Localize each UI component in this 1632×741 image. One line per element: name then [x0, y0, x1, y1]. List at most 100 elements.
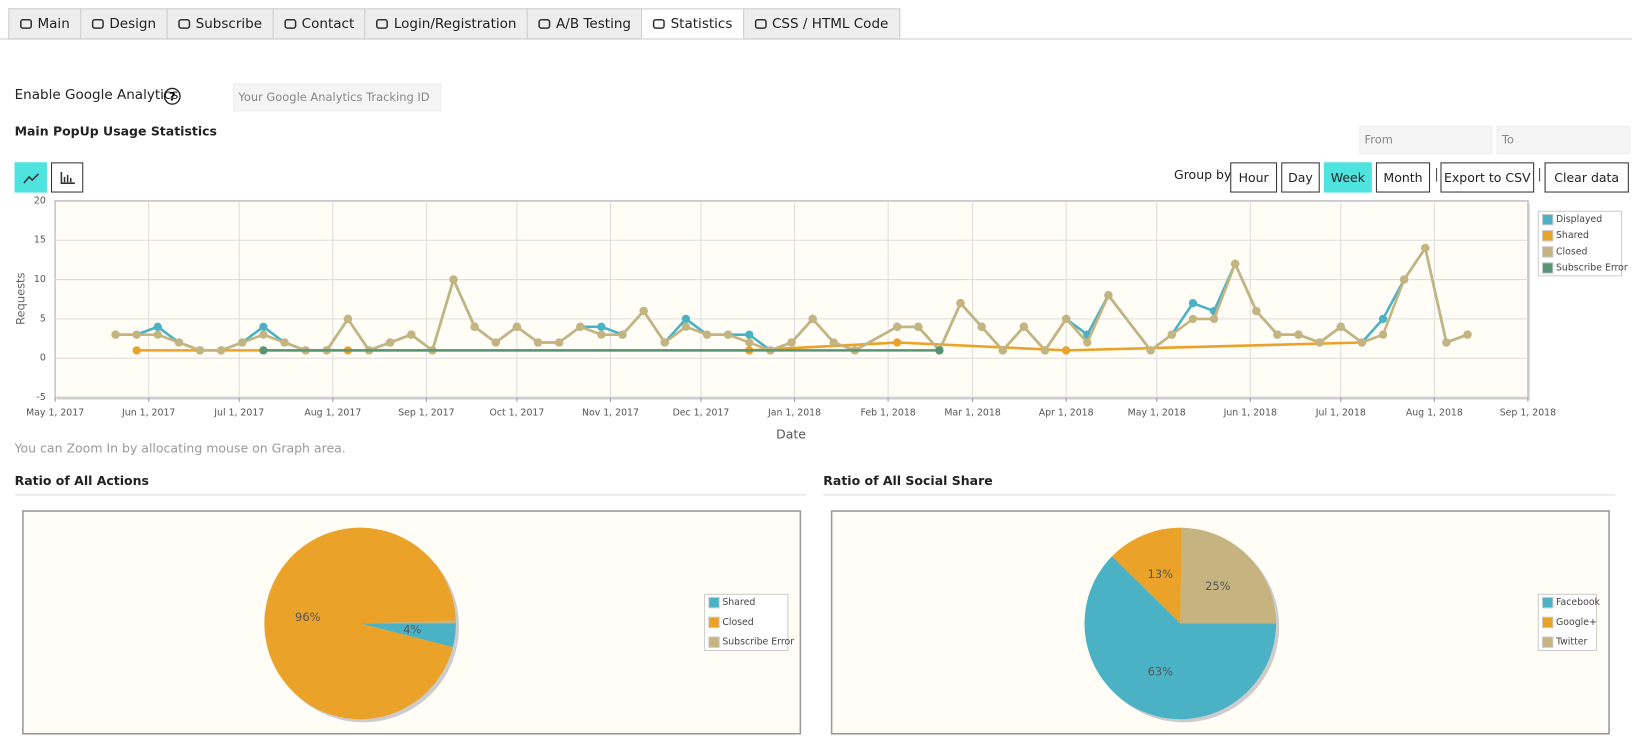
- tab[interactable]: Main: [8, 8, 81, 40]
- slice-label: 63%: [1148, 665, 1174, 679]
- tab-icon: [754, 18, 767, 29]
- group-by-label: Group by:: [1174, 167, 1235, 183]
- section-title: Main PopUp Usage Statistics: [14, 123, 217, 139]
- pie-slice: [1112, 527, 1182, 624]
- slice-label: 25%: [1205, 579, 1231, 593]
- tab-label: Statistics: [670, 16, 733, 32]
- legend-swatch: [1541, 246, 1554, 258]
- series-point: [1442, 338, 1451, 347]
- clear-button[interactable]: Clear data: [1544, 162, 1629, 193]
- series-point: [1399, 275, 1409, 284]
- x-axis-label: Date: [776, 427, 806, 442]
- tab-underline: [0, 38, 1632, 40]
- separator: |: [1434, 166, 1439, 183]
- slice-label: 96%: [295, 610, 321, 624]
- plot-area: [54, 200, 1529, 399]
- x-tick-label: Sep 1, 2017: [398, 408, 454, 419]
- series-point: [1061, 314, 1071, 324]
- x-tick-label: Mar 1, 2018: [944, 408, 1000, 419]
- tab[interactable]: Subscribe: [166, 8, 273, 40]
- pie-slice: [360, 620, 456, 624]
- y-tick-label: 5: [40, 313, 46, 324]
- group-by-button[interactable]: Month: [1375, 162, 1431, 193]
- y-tick-label: 20: [34, 195, 46, 206]
- legend-swatch: [1541, 596, 1554, 609]
- y-tick-label: -5: [36, 392, 45, 403]
- tracking-id-input[interactable]: Your Google Analytics Tracking ID: [233, 83, 442, 112]
- series-point: [618, 330, 627, 339]
- series-point: [153, 330, 162, 339]
- legend-swatch: [1541, 636, 1554, 648]
- legend-swatch: [1541, 262, 1554, 274]
- series-point: [745, 338, 754, 347]
- legend-label: Subscribe Error: [722, 637, 794, 648]
- series-point: [259, 330, 268, 339]
- series-point: [1209, 314, 1219, 324]
- tab-label: Login/Registration: [393, 16, 517, 32]
- series-point: [1378, 314, 1388, 324]
- series-point: [892, 322, 902, 331]
- x-tick-label: May 1, 2017: [26, 408, 84, 419]
- tab-label: A/B Testing: [556, 16, 632, 32]
- series-point: [1294, 330, 1303, 339]
- series-point: [597, 330, 606, 339]
- series-point: [914, 322, 923, 331]
- series-point: [1336, 322, 1345, 331]
- series-point: [1315, 338, 1324, 347]
- series-point: [111, 330, 120, 339]
- x-tick-label: Aug 1, 2017: [304, 408, 361, 419]
- tab[interactable]: A/B Testing: [526, 8, 642, 40]
- legend-swatch: [708, 596, 720, 609]
- x-tick-label: Jun 1, 2017: [121, 408, 175, 419]
- tab[interactable]: Contact: [272, 8, 365, 40]
- series-point: [1357, 338, 1367, 347]
- y-tick-label: 10: [34, 274, 46, 285]
- series-point: [1040, 346, 1050, 355]
- tab-label: CSS / HTML Code: [771, 16, 889, 32]
- series-point: [216, 346, 226, 355]
- tab-icon: [91, 18, 104, 29]
- x-tick-label: May 1, 2018: [1128, 408, 1186, 419]
- series-point: [174, 338, 184, 347]
- tab-bar: Main Design Subscribe Contact Login/Registra…: [8, 8, 900, 40]
- series-point: [407, 330, 416, 339]
- tab[interactable]: Statistics: [641, 8, 743, 40]
- group-by-button[interactable]: Week: [1323, 162, 1372, 193]
- series-point: [491, 338, 500, 347]
- help-icon[interactable]: ?: [163, 87, 181, 105]
- y-tick-label: 15: [34, 235, 46, 246]
- series-point: [1463, 330, 1472, 339]
- legend-label: Google+: [1556, 617, 1597, 628]
- series-point: [533, 338, 543, 347]
- tab[interactable]: Login/Registration: [364, 8, 527, 40]
- line-view-button[interactable]: [14, 162, 47, 193]
- legend-swatch: [1541, 616, 1554, 629]
- export-button[interactable]: Export to CSV: [1440, 162, 1535, 193]
- tab[interactable]: CSS / HTML Code: [742, 8, 900, 40]
- date-to-input[interactable]: To: [1496, 125, 1630, 155]
- tab[interactable]: Design: [80, 8, 167, 40]
- series-point: [385, 338, 395, 347]
- x-tick-label: Oct 1, 2017: [489, 408, 544, 419]
- x-tick-label: Jul 1, 2018: [1315, 408, 1366, 419]
- legend-swatch: [708, 636, 720, 648]
- x-tick-label: Jan 1, 2018: [767, 408, 821, 419]
- series-point: [977, 322, 986, 331]
- bar-view-button[interactable]: [50, 162, 84, 193]
- series-point: [956, 299, 965, 308]
- group-by-button[interactable]: Day: [1281, 162, 1320, 193]
- x-tick-label: Aug 1, 2018: [1406, 408, 1463, 419]
- series-point: [1421, 243, 1430, 253]
- date-from-input[interactable]: From: [1359, 125, 1493, 155]
- series-point: [1019, 322, 1029, 331]
- x-tick-label: Jun 1, 2018: [1223, 408, 1277, 419]
- series-point: [132, 330, 141, 339]
- tab-icon: [284, 18, 297, 29]
- series-point: [787, 338, 796, 347]
- pie-title: Ratio of All Actions: [14, 474, 807, 496]
- group-by-button[interactable]: Hour: [1230, 162, 1278, 193]
- series-point: [723, 330, 733, 339]
- x-tick-label: Dec 1, 2017: [673, 408, 730, 419]
